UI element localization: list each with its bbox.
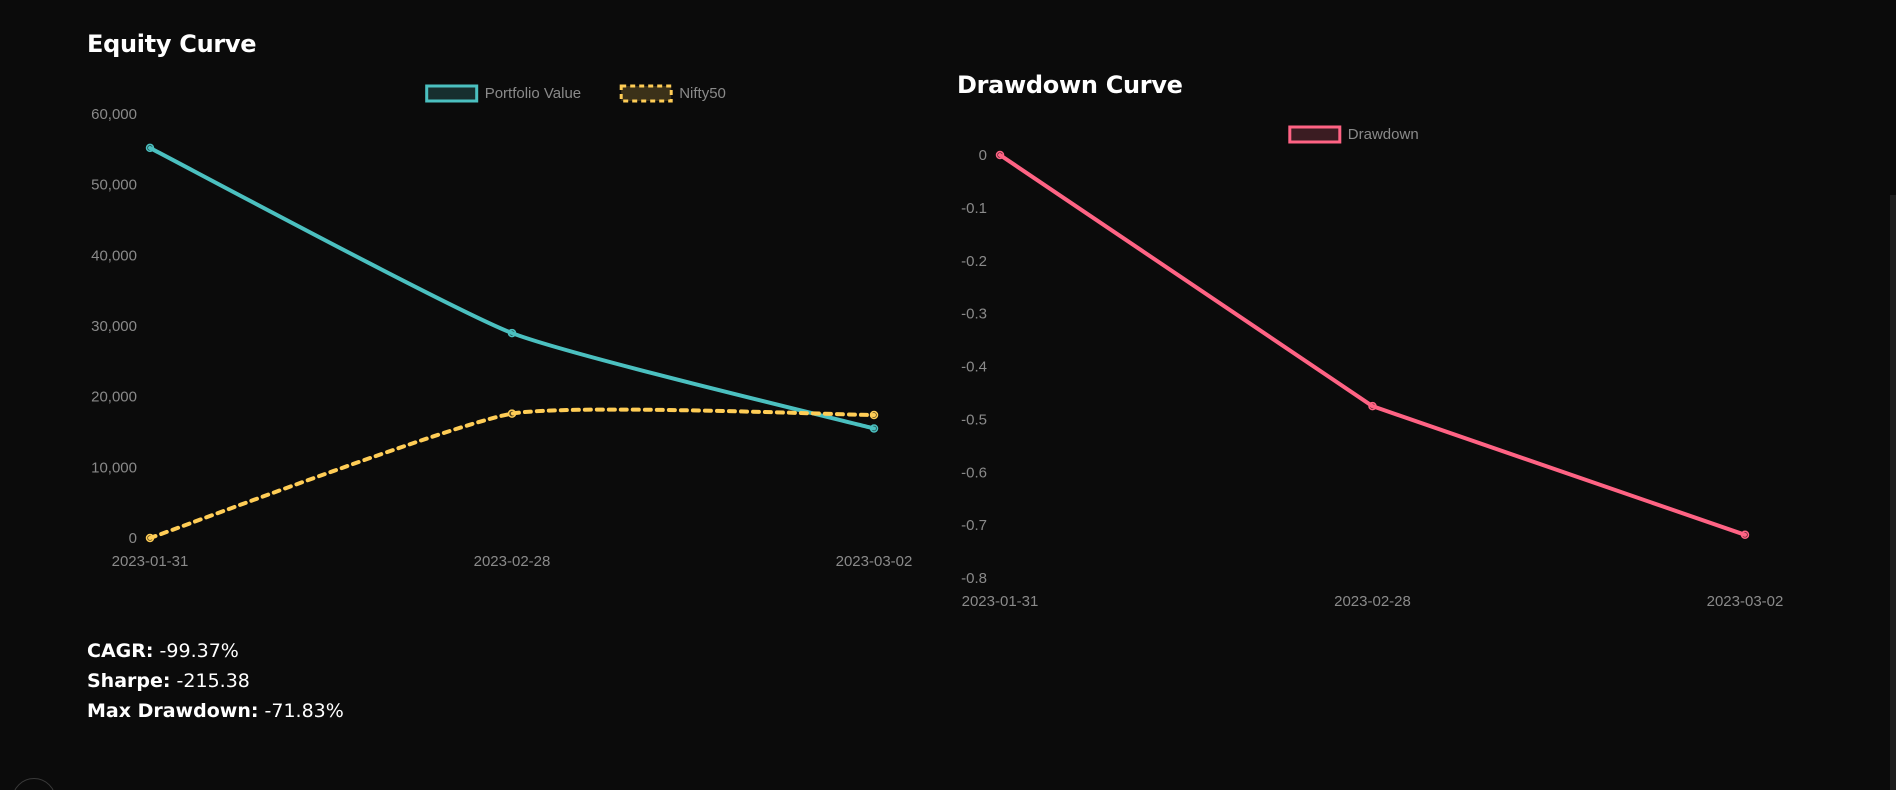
equity-y-tick-label: 20,000 xyxy=(91,389,137,406)
drawdown-series-line-0 xyxy=(998,153,1747,537)
equity-data-point xyxy=(507,409,517,418)
drawdown-y-tick-label: 0 xyxy=(979,147,987,164)
equity-y-tick-label: 50,000 xyxy=(91,177,137,194)
equity-data-point xyxy=(145,143,155,153)
equity-y-tick-label: 0 xyxy=(129,530,137,547)
drawdown-y-tick-label: -0.5 xyxy=(961,411,987,428)
equity-legend-swatch xyxy=(619,84,673,103)
equity-y-tick-label: 30,000 xyxy=(91,318,137,335)
equity-data-point xyxy=(869,424,879,433)
max-drawdown-label: Max Drawdown: xyxy=(87,700,259,722)
max-drawdown-metric: Max Drawdown: -71.83% xyxy=(87,696,344,726)
equity-chart-title: Equity Curve xyxy=(87,30,257,58)
cagr-label: CAGR: xyxy=(87,640,154,662)
drawdown-y-tick-label: -0.7 xyxy=(961,517,987,534)
drawdown-x-tick-label: 2023-01-31 xyxy=(962,593,1039,610)
equity-x-tick-label: 2023-03-02 xyxy=(836,553,913,570)
cagr-value: -99.37% xyxy=(159,640,239,662)
equity-data-point xyxy=(869,410,879,420)
equity-series-line-1 xyxy=(148,407,876,540)
equity-y-tick-label: 40,000 xyxy=(91,247,137,264)
drawdown-x-tick-label: 2023-02-28 xyxy=(1334,593,1411,610)
equity-y-tick-label: 10,000 xyxy=(91,459,137,476)
drawdown-y-tick-label: -0.4 xyxy=(961,359,987,376)
equity-series-line-0 xyxy=(148,145,876,431)
equity-x-tick-label: 2023-01-31 xyxy=(112,553,189,570)
drawdown-legend-swatch xyxy=(1288,125,1342,144)
drawdown-data-point xyxy=(1740,530,1750,540)
equity-chart: 60,000 50,000 40,000 30,000 20,000 10,000 0 202… xyxy=(91,84,913,570)
sharpe-metric: Sharpe: -215.38 xyxy=(87,666,344,696)
drawdown-y-tick-label: -0.3 xyxy=(961,306,987,323)
equity-legend-label: Portfolio Value xyxy=(485,85,581,102)
cagr-metric: CAGR: -99.37% xyxy=(87,636,344,666)
equity-x-tick-label: 2023-02-28 xyxy=(474,553,551,570)
equity-data-point xyxy=(145,533,155,543)
equity-chart-panel: Equity Curve 60,000 50,000 40,000 30,000 20,… xyxy=(87,30,922,570)
drawdown-legend-label: Drawdown xyxy=(1348,126,1419,143)
equity-legend-swatch xyxy=(425,84,479,103)
sharpe-label: Sharpe: xyxy=(87,670,171,692)
drawdown-x-tick-label: 2023-03-02 xyxy=(1707,593,1784,610)
drawdown-chart: 0 -0.1 -0.2 -0.3 -0.4 -0.5 -0.6 -0.7 -0.8 2023-01… xyxy=(961,125,1784,610)
drawdown-chart-title: Drawdown Curve xyxy=(957,71,1183,99)
max-drawdown-value: -71.83% xyxy=(264,700,344,722)
drawdown-y-tick-label: -0.8 xyxy=(961,570,987,587)
drawdown-chart-panel: Drawdown Curve 0 -0.1 -0.2 -0.3 -0.4 -0.5 -0.6… xyxy=(957,71,1807,611)
drawdown-y-tick-label: -0.2 xyxy=(961,253,987,270)
equity-legend-label: Nifty50 xyxy=(679,85,726,102)
drawdown-y-tick-label: -0.1 xyxy=(961,200,987,217)
drawdown-data-point xyxy=(1368,401,1377,411)
metrics-summary: CAGR: -99.37% Sharpe: -215.38 Max Drawdo… xyxy=(87,636,344,726)
drawdown-data-point xyxy=(995,150,1005,160)
equity-data-point xyxy=(507,328,517,338)
scrollbar-thumb[interactable] xyxy=(1890,195,1896,790)
equity-y-tick-label: 60,000 xyxy=(91,106,137,123)
floating-action-button[interactable] xyxy=(12,778,56,790)
drawdown-y-tick-label: -0.6 xyxy=(961,464,987,481)
sharpe-value: -215.38 xyxy=(176,670,250,692)
